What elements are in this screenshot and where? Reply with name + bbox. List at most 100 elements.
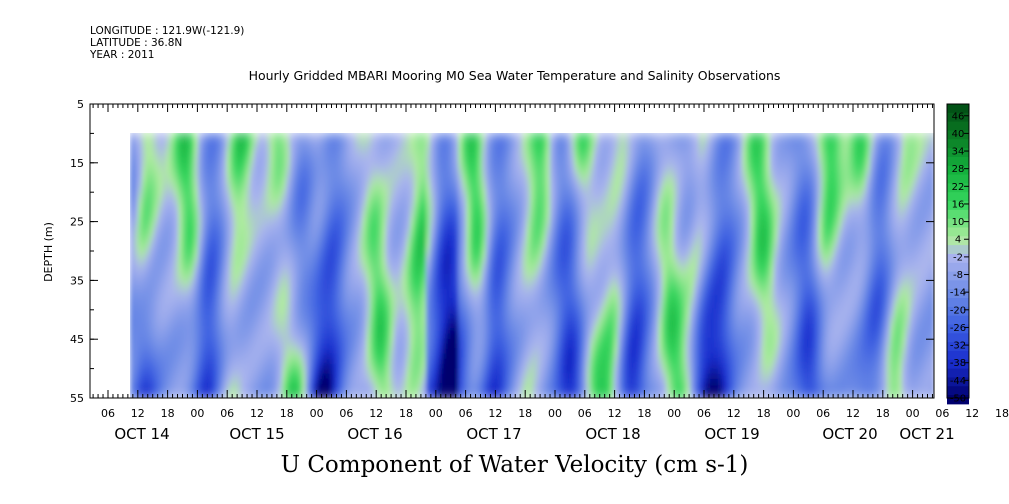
heatmap-cell (478, 148, 483, 154)
heatmap-cell (370, 148, 375, 154)
heatmap-cell (254, 213, 259, 219)
heatmap-cell (438, 213, 443, 219)
heatmap-cell (282, 338, 287, 344)
heatmap-cell (226, 363, 231, 369)
heatmap-cell (326, 353, 331, 359)
heatmap-cell (486, 248, 491, 254)
heatmap-cell (462, 328, 467, 334)
heatmap-cell (474, 153, 479, 159)
heatmap-cell (438, 303, 443, 309)
heatmap-cell (374, 173, 379, 179)
heatmap-cell (474, 353, 479, 359)
heatmap-cell (194, 158, 199, 164)
heatmap-cell (302, 308, 307, 314)
heatmap-cell (198, 313, 203, 319)
heatmap-cell (442, 298, 447, 304)
heatmap-cell (490, 198, 495, 204)
heatmap-cell (134, 393, 139, 398)
heatmap-cell (358, 283, 363, 289)
heatmap-cell (490, 203, 495, 209)
heatmap-cell (306, 383, 311, 389)
heatmap-cell (270, 183, 275, 189)
heatmap-cell (298, 138, 303, 144)
heatmap-cell (218, 363, 223, 369)
heatmap-cell (318, 268, 323, 274)
heatmap-cell (142, 158, 147, 164)
heatmap-cell (202, 173, 207, 179)
heatmap-cell (182, 278, 187, 284)
heatmap-cell (434, 328, 439, 334)
heatmap-cell (458, 153, 463, 159)
heatmap-cell (266, 148, 271, 154)
heatmap-cell (434, 208, 439, 214)
heatmap-cell (426, 273, 431, 279)
heatmap-cell (482, 148, 487, 154)
heatmap-cell (362, 353, 367, 359)
heatmap-cell (346, 263, 351, 269)
heatmap-cell (462, 388, 467, 394)
heatmap-cell (274, 173, 279, 179)
heatmap-cell (222, 278, 227, 284)
heatmap-cell (258, 303, 263, 309)
heatmap-cell (130, 223, 135, 229)
heatmap-cell (302, 343, 307, 349)
heatmap-cell (266, 183, 271, 189)
heatmap-cell (226, 203, 231, 209)
heatmap-cell (390, 333, 395, 339)
heatmap-cell (446, 143, 451, 149)
heatmap-cell (134, 368, 139, 374)
heatmap-cell (442, 393, 447, 398)
heatmap-cell (422, 273, 427, 279)
heatmap-cell (134, 218, 139, 224)
heatmap-cell (414, 328, 419, 334)
heatmap-cell (182, 338, 187, 344)
heatmap-cell (362, 323, 367, 329)
heatmap-cell (218, 383, 223, 389)
heatmap-cell (390, 148, 395, 154)
heatmap-cell (246, 388, 251, 394)
heatmap-cell (294, 208, 299, 214)
heatmap-cell (146, 183, 151, 189)
heatmap-cell (290, 133, 295, 139)
heatmap-cell (202, 268, 207, 274)
heatmap-cell (502, 168, 507, 174)
heatmap-cell (342, 158, 347, 164)
heatmap-cell (322, 208, 327, 214)
heatmap-cell (238, 238, 243, 244)
heatmap-cell (422, 378, 427, 384)
heatmap-cell (454, 303, 459, 309)
heatmap-cell (466, 353, 471, 359)
heatmap-cell (278, 303, 283, 309)
heatmap-cell (378, 223, 383, 229)
heatmap-cell (342, 313, 347, 319)
heatmap-cell (162, 383, 167, 389)
heatmap-cell (466, 333, 471, 339)
heatmap-cell (366, 293, 371, 299)
heatmap-cell (182, 148, 187, 154)
heatmap-cell (406, 148, 411, 154)
heatmap-cell (422, 288, 427, 294)
heatmap-cell (174, 193, 179, 199)
heatmap-cell (214, 368, 219, 374)
heatmap-cell (266, 358, 271, 364)
heatmap-cell (274, 388, 279, 394)
heatmap-cell (458, 168, 463, 174)
heatmap-cell (182, 388, 187, 394)
heatmap-cell (270, 303, 275, 309)
heatmap-cell (414, 188, 419, 194)
heatmap-cell (314, 213, 319, 219)
heatmap-cell (346, 328, 351, 334)
heatmap-cell (370, 248, 375, 254)
heatmap-cell (354, 293, 359, 299)
heatmap-cell (162, 148, 167, 154)
heatmap-cell (362, 258, 367, 264)
heatmap-cell (202, 188, 207, 194)
heatmap-cell (490, 298, 495, 304)
heatmap-cell (382, 288, 387, 294)
heatmap-cell (158, 278, 163, 284)
heatmap-cell (302, 298, 307, 304)
heatmap-cell (458, 178, 463, 184)
heatmap-cell (346, 193, 351, 199)
heatmap-cell (242, 253, 247, 259)
heatmap-cell (210, 188, 215, 194)
